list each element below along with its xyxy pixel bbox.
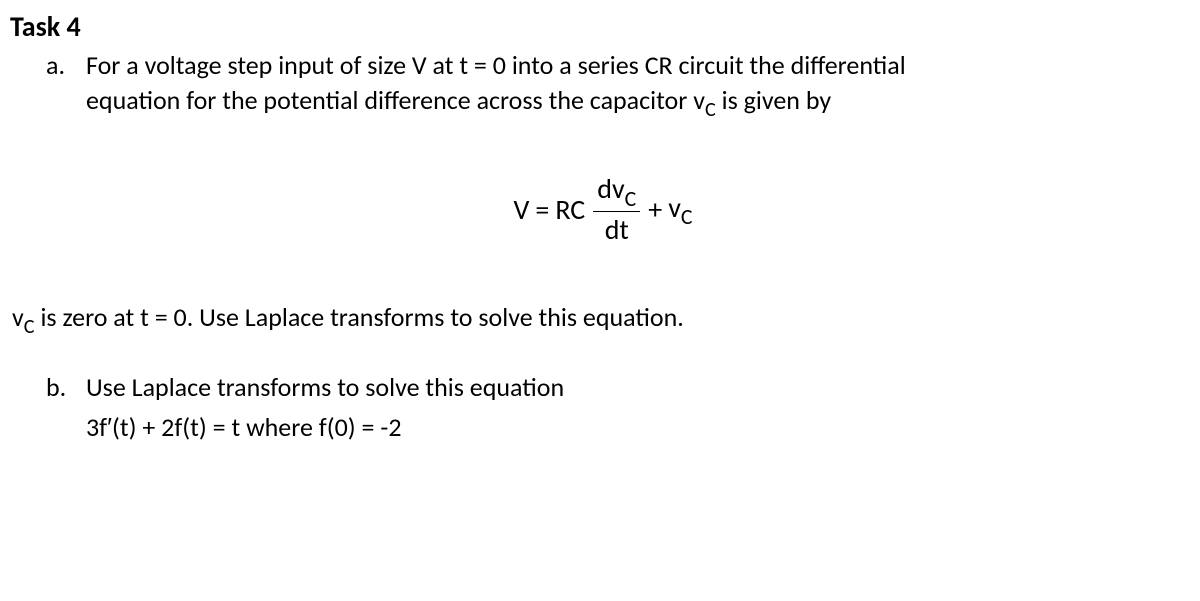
list-marker-b: b. xyxy=(46,370,86,405)
eq-lhs: V xyxy=(514,191,530,229)
eq-frac-num-sub: c xyxy=(625,185,637,212)
task-list: a. For a voltage step input of size V at… xyxy=(10,48,1196,445)
eq-frac-den: dt xyxy=(601,212,633,244)
list-body-b: Use Laplace transforms to solve this equ… xyxy=(86,370,1196,444)
item-a-line2-post: is given by xyxy=(716,84,831,116)
initial-condition-line: vc is zero at t = 0. Use Laplace transfo… xyxy=(12,300,1196,341)
eq-equals: = xyxy=(535,191,549,229)
eq-rc: RC xyxy=(555,191,585,229)
item-a-line2-sub: c xyxy=(705,98,716,122)
ic-rest: is zero at t = 0. Use Laplace transforms… xyxy=(35,301,684,333)
eq-frac-num: dvc xyxy=(593,175,640,211)
item-b-eq-pre: 3f xyxy=(86,411,107,443)
item-b-eq-post: (t) + 2f(t) = t where f(0) = -2 xyxy=(112,411,402,443)
list-item-a: a. For a voltage step input of size V at… xyxy=(46,48,1196,124)
ic-vc-sub: c xyxy=(24,315,35,339)
task-title: Task 4 xyxy=(10,8,1196,46)
differential-equation: V = RC dvc dt + vc xyxy=(514,175,693,243)
item-a-line1: For a voltage step input of size V at t … xyxy=(86,49,906,81)
ic-vc-pre: v xyxy=(12,301,24,333)
item-a-text: For a voltage step input of size V at t … xyxy=(86,48,1196,124)
item-b-text: Use Laplace transforms to solve this equ… xyxy=(86,370,1196,405)
eq-vc: vc xyxy=(668,189,692,231)
eq-vc-sub: c xyxy=(681,203,693,230)
eq-fraction: dvc dt xyxy=(593,175,640,243)
item-a-line2-pre: equation for the potential difference ac… xyxy=(86,84,705,116)
list-body-a: For a voltage step input of size V at t … xyxy=(86,48,1196,124)
item-b-line1: Use Laplace transforms to solve this equ… xyxy=(86,371,564,403)
item-b-equation: 3f′(t) + 2f(t) = t where f(0) = -2 xyxy=(86,410,1196,445)
list-item-b: b. Use Laplace transforms to solve this … xyxy=(46,370,1196,444)
equation-block: V = RC dvc dt + vc xyxy=(10,175,1196,243)
eq-plus: + xyxy=(648,191,662,229)
list-marker-a: a. xyxy=(46,48,86,83)
eq-vc-pre: v xyxy=(668,190,681,225)
eq-frac-num-pre: dv xyxy=(597,171,624,206)
